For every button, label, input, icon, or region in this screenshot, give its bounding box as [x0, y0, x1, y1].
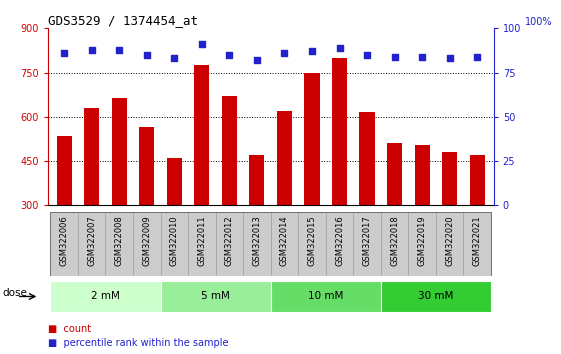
Text: GSM322008: GSM322008 [115, 215, 124, 266]
Bar [270, 212, 298, 276]
Bar [112, 98, 127, 205]
Text: GSM322016: GSM322016 [335, 215, 344, 266]
Point [335, 45, 344, 51]
Text: 30 mM: 30 mM [418, 291, 453, 302]
Bar [408, 212, 436, 276]
Bar [387, 143, 402, 205]
Bar [50, 281, 160, 312]
Text: GSM322009: GSM322009 [142, 215, 151, 266]
Text: 100%: 100% [525, 17, 553, 27]
Point [307, 48, 316, 54]
Bar [298, 212, 326, 276]
Bar [326, 212, 353, 276]
Point [362, 52, 371, 58]
Bar [270, 281, 381, 312]
Text: GSM322021: GSM322021 [473, 215, 482, 266]
Text: GSM322019: GSM322019 [417, 215, 426, 266]
Bar [167, 158, 182, 205]
Text: ■  percentile rank within the sample: ■ percentile rank within the sample [48, 338, 228, 348]
Text: GSM322015: GSM322015 [307, 215, 316, 266]
Bar [470, 155, 485, 205]
Bar [442, 152, 457, 205]
Bar [133, 212, 160, 276]
Text: GSM322017: GSM322017 [362, 215, 371, 266]
Text: GSM322011: GSM322011 [197, 215, 206, 266]
Bar [78, 212, 105, 276]
Point [225, 52, 234, 58]
Point [445, 56, 454, 61]
Text: dose: dose [3, 288, 27, 298]
Text: 2 mM: 2 mM [91, 291, 120, 302]
Point [88, 47, 96, 52]
Text: GSM322020: GSM322020 [445, 215, 454, 266]
Bar [188, 212, 215, 276]
Bar [243, 212, 270, 276]
Point [252, 57, 261, 63]
Bar [381, 281, 491, 312]
Point [197, 41, 206, 47]
Point [473, 54, 482, 59]
Bar [381, 212, 408, 276]
Text: GDS3529 / 1374454_at: GDS3529 / 1374454_at [48, 14, 197, 27]
Point [390, 54, 399, 59]
Point [59, 50, 68, 56]
Bar [249, 155, 264, 205]
Point [417, 54, 426, 59]
Bar [194, 65, 209, 205]
Bar [105, 212, 133, 276]
Text: GSM322006: GSM322006 [59, 215, 68, 266]
Bar [160, 212, 188, 276]
Point [280, 50, 289, 56]
Bar [57, 136, 72, 205]
Bar [360, 113, 375, 205]
Point [170, 56, 179, 61]
Bar [305, 73, 320, 205]
Bar [436, 212, 463, 276]
Text: ■  count: ■ count [48, 324, 91, 334]
Bar [139, 127, 154, 205]
Bar [215, 212, 243, 276]
Text: GSM322018: GSM322018 [390, 215, 399, 266]
Text: GSM322007: GSM322007 [87, 215, 96, 266]
Point [115, 47, 124, 52]
Text: 10 mM: 10 mM [308, 291, 343, 302]
Point [142, 52, 151, 58]
Text: 5 mM: 5 mM [201, 291, 230, 302]
Bar [222, 96, 237, 205]
Bar [160, 281, 270, 312]
Bar [332, 58, 347, 205]
Bar [415, 145, 430, 205]
Text: GSM322013: GSM322013 [252, 215, 261, 266]
Bar [463, 212, 491, 276]
Bar [277, 111, 292, 205]
Text: GSM322010: GSM322010 [170, 215, 179, 266]
Bar [84, 108, 99, 205]
Text: GSM322014: GSM322014 [280, 215, 289, 266]
Bar [353, 212, 381, 276]
Bar [50, 212, 78, 276]
Text: GSM322012: GSM322012 [225, 215, 234, 266]
